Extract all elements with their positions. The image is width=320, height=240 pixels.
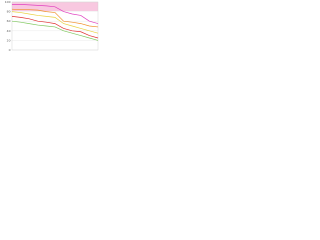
series-line	[11, 16, 99, 39]
page: {"chart_data": {"type": "line", "x": [0,…	[0, 0, 100, 54]
series-line	[11, 11, 99, 34]
y-tick-label: 40	[7, 29, 11, 33]
y-tick-label: 100	[5, 0, 11, 4]
y-tick-label: 60	[7, 19, 11, 23]
series-line	[12, 4, 99, 24]
series-line	[11, 8, 99, 28]
y-tick-label: 80	[7, 10, 11, 14]
y-tick-label: 20	[7, 38, 11, 42]
y-tick-label: 0	[9, 48, 11, 52]
series-line	[11, 20, 99, 41]
chart: 0 20 40 60 80 100	[5, 0, 99, 52]
